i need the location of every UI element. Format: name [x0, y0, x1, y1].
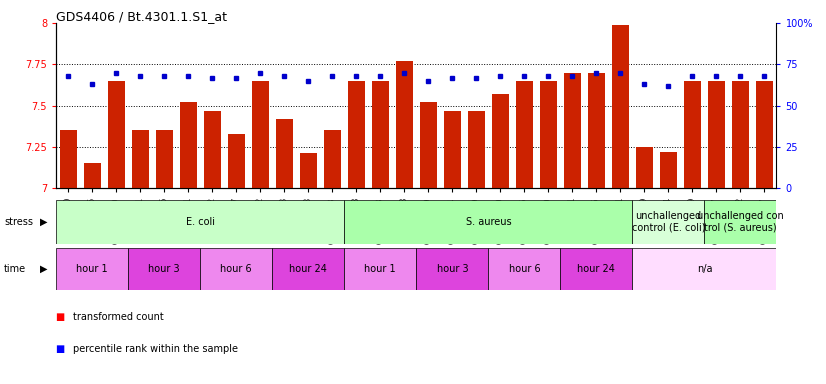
Bar [372, 81, 389, 188]
Bar [492, 94, 509, 188]
Bar [396, 61, 413, 188]
Bar [636, 147, 653, 188]
Bar [180, 102, 197, 188]
Text: ▶: ▶ [40, 217, 47, 227]
Bar [228, 134, 244, 188]
Text: percentile rank within the sample: percentile rank within the sample [73, 344, 238, 354]
Bar [156, 131, 173, 188]
Bar [132, 131, 149, 188]
Bar [420, 102, 437, 188]
Bar [200, 248, 273, 290]
Bar [276, 119, 292, 188]
Bar [468, 111, 485, 188]
Text: hour 6: hour 6 [509, 264, 540, 274]
Bar [59, 131, 77, 188]
Bar [488, 248, 560, 290]
Bar [56, 248, 128, 290]
Bar [344, 200, 633, 244]
Text: hour 24: hour 24 [577, 264, 615, 274]
Bar [444, 111, 461, 188]
Bar [204, 111, 221, 188]
Bar [708, 81, 725, 188]
Text: n/a: n/a [696, 264, 712, 274]
Bar [732, 81, 749, 188]
Text: time: time [4, 264, 26, 274]
Bar [56, 200, 344, 244]
Text: hour 6: hour 6 [221, 264, 252, 274]
Text: GDS4406 / Bt.4301.1.S1_at: GDS4406 / Bt.4301.1.S1_at [56, 10, 227, 23]
Bar [252, 81, 268, 188]
Text: ▶: ▶ [40, 264, 47, 274]
Text: hour 1: hour 1 [76, 264, 108, 274]
Bar [416, 248, 488, 290]
Bar [344, 248, 416, 290]
Bar [660, 152, 676, 188]
Text: ■: ■ [56, 344, 69, 354]
Bar [588, 73, 605, 188]
Bar [684, 81, 700, 188]
Bar [516, 81, 533, 188]
Text: hour 3: hour 3 [149, 264, 180, 274]
Bar [560, 248, 633, 290]
Bar [128, 248, 200, 290]
Bar [300, 154, 316, 188]
Text: stress: stress [4, 217, 33, 227]
Text: S. aureus: S. aureus [466, 217, 511, 227]
Bar [756, 81, 773, 188]
Text: hour 3: hour 3 [436, 264, 468, 274]
Bar [705, 200, 776, 244]
Text: hour 1: hour 1 [364, 264, 396, 274]
Bar [348, 81, 365, 188]
Text: transformed count: transformed count [73, 312, 164, 322]
Bar [540, 81, 557, 188]
Text: ■: ■ [56, 312, 69, 322]
Bar [633, 248, 776, 290]
Bar [633, 200, 705, 244]
Text: unchallenged con
trol (S. aureus): unchallenged con trol (S. aureus) [697, 211, 784, 233]
Bar [612, 25, 629, 188]
Bar [324, 131, 340, 188]
Text: hour 24: hour 24 [289, 264, 327, 274]
Text: E. coli: E. coli [186, 217, 215, 227]
Bar [107, 81, 125, 188]
Bar [83, 163, 101, 188]
Bar [564, 73, 581, 188]
Bar [273, 248, 344, 290]
Text: unchallenged
control (E. coli): unchallenged control (E. coli) [632, 211, 705, 233]
